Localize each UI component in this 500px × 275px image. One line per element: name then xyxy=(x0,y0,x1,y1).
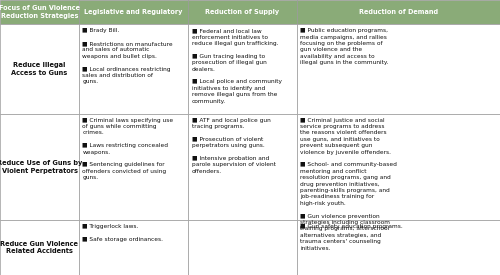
Bar xyxy=(188,220,297,275)
Text: Reduce Use of Guns by
Violent Perpetrators: Reduce Use of Guns by Violent Perpetrato… xyxy=(0,160,82,174)
Bar xyxy=(79,24,188,114)
Bar xyxy=(188,114,297,220)
Text: Reduce Gun Violence
Related Accidents: Reduce Gun Violence Related Accidents xyxy=(0,241,78,254)
Text: Focus of Gun Violence
Reduction Strategies: Focus of Gun Violence Reduction Strategi… xyxy=(0,5,80,19)
Bar xyxy=(297,114,500,220)
Bar xyxy=(79,114,188,220)
Text: Reduction of Supply: Reduction of Supply xyxy=(206,9,280,15)
Bar xyxy=(297,220,500,275)
Bar xyxy=(0,220,79,275)
Bar xyxy=(188,24,297,114)
Text: ■ Public education programs,
media campaigns, and rallies
focusing on the proble: ■ Public education programs, media campa… xyxy=(300,28,389,65)
Text: ■ Gun safety education programs.: ■ Gun safety education programs. xyxy=(300,224,403,229)
Text: ■ ATF and local police gun
tracing programs.

■ Prosecution of violent
perpetrat: ■ ATF and local police gun tracing progr… xyxy=(192,118,276,174)
Text: ■ Criminal laws specifying use
of guns while committing
crimes.

■ Laws restrict: ■ Criminal laws specifying use of guns w… xyxy=(82,118,174,180)
Bar xyxy=(297,24,500,114)
Text: Reduce Illegal
Access to Guns: Reduce Illegal Access to Guns xyxy=(12,62,68,76)
Bar xyxy=(79,220,188,275)
Bar xyxy=(297,0,500,24)
Text: ■ Triggerlock laws.

■ Safe storage ordinances.: ■ Triggerlock laws. ■ Safe storage ordin… xyxy=(82,224,164,242)
Bar xyxy=(0,0,79,24)
Text: ■ Brady Bill.

■ Restrictions on manufacture
and sales of automatic
weapons and : ■ Brady Bill. ■ Restrictions on manufact… xyxy=(82,28,173,84)
Bar xyxy=(0,114,79,220)
Text: ■ Federal and local law
enforcement initiatives to
reduce illegal gun traffickin: ■ Federal and local law enforcement init… xyxy=(192,28,282,104)
Text: ■ Criminal justice and social
service programs to address
the reasons violent of: ■ Criminal justice and social service pr… xyxy=(300,118,398,251)
Bar xyxy=(79,0,188,24)
Bar xyxy=(0,24,79,114)
Text: Reduction of Demand: Reduction of Demand xyxy=(359,9,438,15)
Bar xyxy=(188,0,297,24)
Text: Legislative and Regulatory: Legislative and Regulatory xyxy=(84,9,182,15)
